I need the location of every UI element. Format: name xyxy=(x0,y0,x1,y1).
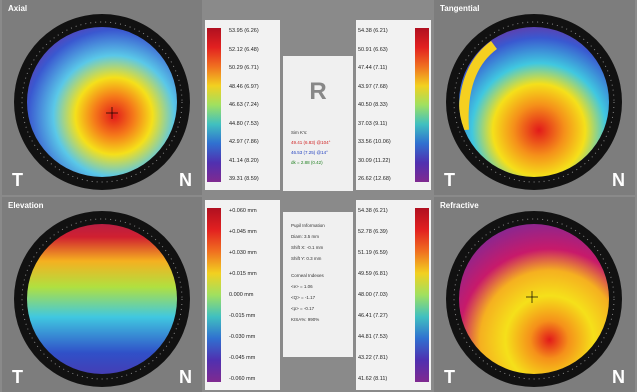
scale-value: 46.63 (7.24) xyxy=(229,102,259,108)
scale-value: 52.78 (6.39) xyxy=(358,229,388,235)
scale-value: 50.29 (6.71) xyxy=(229,65,259,71)
scale-value: 48.00 (7.03) xyxy=(358,292,388,298)
scale-value: -0.060 mm xyxy=(229,376,256,382)
scale-value: 41.62 (8.11) xyxy=(358,376,388,382)
scale-value: -0.045 mm xyxy=(229,355,256,361)
panel-title: Axial xyxy=(8,4,28,13)
summary-panel: R Sim K's: 49.41 (6.83) @104° 46.53 (7.2… xyxy=(283,56,353,191)
crosshair-icon xyxy=(526,291,538,303)
scale-value: 52.12 (6.48) xyxy=(229,46,259,53)
scale-value: 49.59 (6.81) xyxy=(358,271,388,277)
elevation-map xyxy=(14,211,190,387)
axial-map xyxy=(14,14,190,190)
pupil-title: Pupil Information xyxy=(291,223,325,228)
refractive-map-panel: Refractive T N xyxy=(434,197,635,392)
scale-value: 47.44 (7.11) xyxy=(358,65,388,71)
nasal-marker: N xyxy=(179,367,192,387)
color-bar xyxy=(415,208,429,382)
panel-title: Tangential xyxy=(440,4,480,13)
nasal-marker: N xyxy=(179,170,192,190)
kisa: KISA%: 990% xyxy=(291,317,320,322)
scale-value: 54.38 (6.21) xyxy=(358,208,388,214)
scale-value: +0.030 mm xyxy=(229,250,257,256)
nasal-marker: N xyxy=(612,367,625,387)
scale-value: 41.14 (8.20) xyxy=(229,157,259,164)
temporal-marker: T xyxy=(12,367,23,387)
scale-value: 50.91 (6.63) xyxy=(358,46,388,53)
tangential-map xyxy=(446,14,622,190)
scale-value: -0.015 mm xyxy=(229,313,256,319)
corneal-title: Corneal Indexes xyxy=(291,273,324,278)
elevation-color-scale: +0.060 mm +0.045 mm +0.030 mm +0.015 mm … xyxy=(205,200,280,390)
index-p: <p> = -0.17 xyxy=(291,306,315,311)
color-bar xyxy=(207,208,221,382)
sim-k2: 46.53 (7.25) @14° xyxy=(291,150,328,155)
scale-value: 44.81 (7.53) xyxy=(358,334,388,340)
nasal-marker: N xyxy=(612,170,625,190)
scale-value: 33.56 (10.06) xyxy=(358,139,391,145)
scale-value: 54.38 (6.21) xyxy=(358,28,388,34)
scale-value: 42.97 (7.86) xyxy=(229,139,259,145)
crosshair-icon xyxy=(106,107,118,119)
pupil-shift-y: Shift Y: 0.3 mm xyxy=(291,256,322,261)
scale-value: 43.22 (7.81) xyxy=(358,355,388,361)
axial-color-scale: 53.95 (6.26) 52.12 (6.48) 50.29 (6.71) 4… xyxy=(205,20,280,190)
scale-value: 39.31 (8.59) xyxy=(229,176,259,182)
scale-value: +0.015 mm xyxy=(229,271,257,277)
scale-value: 0.000 mm xyxy=(229,292,254,298)
elevation-map-panel: Elevation T N xyxy=(2,197,202,392)
pupil-info-panel: Pupil Information Diam: 3.5 mm Shift X: … xyxy=(283,212,353,357)
index-q: <Q> = -1.17 xyxy=(291,295,316,300)
scale-value: 46.41 (7.27) xyxy=(358,313,388,319)
scale-value: 37.03 (9.11) xyxy=(358,120,388,127)
scale-value: -0.030 mm xyxy=(229,334,256,340)
scale-value: 40.50 (8.33) xyxy=(358,102,388,108)
panel-title: Refractive xyxy=(440,201,479,210)
color-bar xyxy=(415,28,429,182)
eye-indicator: R xyxy=(309,78,327,105)
scale-value: 43.97 (7.68) xyxy=(358,83,388,90)
index-e: <e> = 1.06 xyxy=(291,284,313,289)
sim-delta: dk = 2.88 (0.42) xyxy=(291,160,323,165)
panel-title: Elevation xyxy=(8,201,44,210)
color-bar xyxy=(207,28,221,182)
tangential-color-scale: 54.38 (6.21) 50.91 (6.63) 47.44 (7.11) 4… xyxy=(356,20,431,190)
refractive-map xyxy=(446,211,622,387)
scale-value: 53.95 (6.26) xyxy=(229,28,259,34)
temporal-marker: T xyxy=(12,170,23,190)
tangential-map-panel: Tangential T N xyxy=(434,0,635,195)
sim-k-block: Sim K's: 49.41 (6.83) @104° 46.53 (7.25)… xyxy=(291,128,330,168)
pupil-shift-x: Shift X: -0.1 mm xyxy=(291,245,324,250)
temporal-marker: T xyxy=(444,367,455,387)
sim-k-title: Sim K's: xyxy=(291,130,308,135)
sim-k1: 49.41 (6.83) @104° xyxy=(291,140,331,145)
scale-value: 51.19 (6.59) xyxy=(358,250,388,256)
refractive-color-scale: 54.38 (6.21) 52.78 (6.39) 51.19 (6.59) 4… xyxy=(356,200,431,390)
scale-value: 30.09 (11.22) xyxy=(358,157,391,164)
pupil-diam: Diam: 3.5 mm xyxy=(291,234,320,239)
scale-value: +0.045 mm xyxy=(229,229,257,235)
scale-value: +0.060 mm xyxy=(229,208,257,214)
scale-value: 44.80 (7.53) xyxy=(229,120,259,127)
axial-map-panel: Axial T N xyxy=(2,0,202,195)
temporal-marker: T xyxy=(444,170,455,190)
scale-value: 26.62 (12.68) xyxy=(358,176,391,182)
scale-value: 48.46 (6.97) xyxy=(229,83,259,90)
